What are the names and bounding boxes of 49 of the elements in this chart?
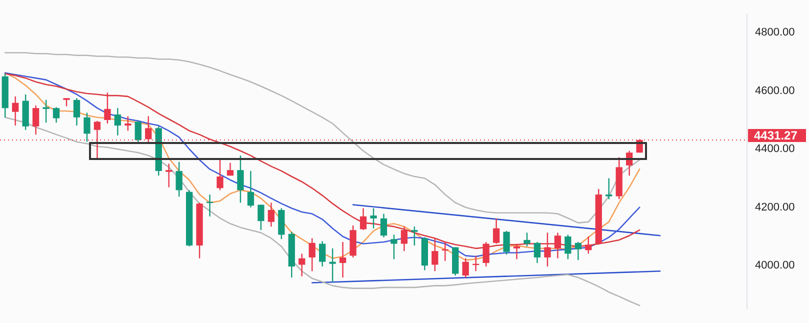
candlestick xyxy=(564,234,572,260)
candlestick xyxy=(492,218,500,244)
candlestick xyxy=(12,96,19,126)
candlestick xyxy=(32,104,40,136)
candlestick xyxy=(134,120,142,142)
candlestick xyxy=(247,170,254,208)
candlestick xyxy=(524,232,530,247)
candlestick xyxy=(606,178,612,200)
candlestick xyxy=(298,253,306,277)
candlestick xyxy=(258,204,264,231)
y-tick-label: 4000.00 xyxy=(755,260,795,272)
candlestick xyxy=(411,226,418,246)
candlestick xyxy=(380,213,388,238)
ref-line-label: 4431.27 xyxy=(754,128,798,142)
candlestick xyxy=(124,116,132,132)
candlestick xyxy=(574,241,582,261)
y-tick-label: 4400.00 xyxy=(755,143,795,156)
candlestick xyxy=(534,241,541,264)
candlestick xyxy=(390,234,398,260)
y-tick-label: 4800.00 xyxy=(755,26,795,39)
candlestick xyxy=(73,98,80,126)
candlestick xyxy=(482,241,490,268)
y-tick-label: 4200.00 xyxy=(755,201,795,214)
candlestick xyxy=(114,107,122,136)
candlestick xyxy=(237,154,244,204)
candlestick xyxy=(544,232,551,268)
candlestick xyxy=(329,248,336,282)
candlestick xyxy=(226,162,234,176)
candlestick xyxy=(462,258,469,278)
candlestick xyxy=(308,238,316,272)
candlestick xyxy=(166,163,172,188)
candlestick xyxy=(585,236,592,254)
candlestick xyxy=(176,161,182,198)
candlestick xyxy=(554,232,562,259)
candlestick xyxy=(216,158,224,191)
candlestick xyxy=(104,92,111,124)
candlestick xyxy=(339,241,346,278)
candlestick xyxy=(503,230,510,256)
candlestick xyxy=(42,99,50,124)
candlestick xyxy=(370,208,377,229)
candlestick xyxy=(513,243,520,260)
y-tick-label: 4600.00 xyxy=(755,84,795,97)
candlestick xyxy=(319,240,326,268)
candlestick xyxy=(400,226,408,252)
candlestick xyxy=(360,208,367,231)
candlestick xyxy=(432,238,438,272)
candlestick xyxy=(84,112,90,142)
candlestick xyxy=(52,106,60,124)
candlestick xyxy=(268,202,274,228)
